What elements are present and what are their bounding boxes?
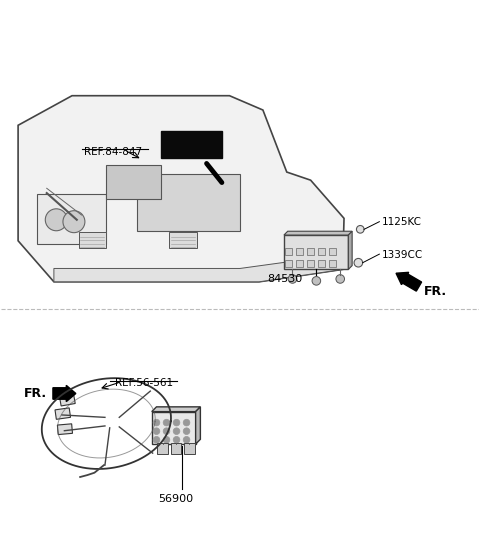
Bar — [296, 248, 303, 255]
FancyBboxPatch shape — [58, 424, 72, 435]
Bar — [79, 232, 107, 249]
Bar — [296, 260, 303, 267]
Circle shape — [153, 428, 160, 435]
Circle shape — [183, 436, 190, 443]
Circle shape — [288, 275, 297, 283]
Circle shape — [153, 419, 160, 426]
Circle shape — [45, 209, 67, 231]
Bar — [329, 260, 336, 267]
FancyBboxPatch shape — [55, 408, 71, 419]
Bar — [285, 260, 292, 267]
Bar — [307, 260, 314, 267]
Circle shape — [153, 436, 160, 443]
Circle shape — [357, 226, 364, 233]
Text: REF.56-561: REF.56-561 — [116, 378, 174, 388]
Bar — [307, 248, 314, 255]
Polygon shape — [161, 131, 222, 158]
Circle shape — [183, 428, 190, 435]
Bar — [107, 165, 161, 199]
Text: FR.: FR. — [24, 387, 48, 400]
Bar — [318, 248, 325, 255]
Polygon shape — [18, 96, 344, 282]
Bar — [329, 248, 336, 255]
Circle shape — [163, 428, 170, 435]
FancyArrow shape — [396, 272, 421, 291]
Text: 84530: 84530 — [268, 274, 303, 284]
Circle shape — [312, 276, 321, 285]
Circle shape — [354, 259, 363, 267]
Circle shape — [173, 436, 180, 443]
Polygon shape — [152, 411, 196, 444]
Bar — [184, 443, 195, 454]
Text: 56900: 56900 — [158, 494, 193, 504]
Text: FR.: FR. — [424, 285, 447, 298]
Circle shape — [336, 275, 345, 283]
Circle shape — [163, 436, 170, 443]
Circle shape — [183, 419, 190, 426]
Circle shape — [63, 211, 85, 232]
FancyBboxPatch shape — [60, 394, 75, 406]
Polygon shape — [137, 174, 240, 231]
Circle shape — [163, 419, 170, 426]
Text: 1125KC: 1125KC — [382, 217, 422, 227]
Polygon shape — [284, 235, 348, 270]
Circle shape — [173, 419, 180, 426]
Polygon shape — [348, 231, 352, 270]
Polygon shape — [54, 258, 343, 282]
Bar — [285, 248, 292, 255]
Text: 1339CC: 1339CC — [382, 250, 423, 260]
Bar — [157, 443, 168, 454]
Bar — [37, 193, 107, 244]
Bar — [169, 232, 197, 249]
Text: REF.84-847: REF.84-847 — [84, 147, 143, 157]
Bar — [171, 443, 181, 454]
Polygon shape — [152, 407, 200, 411]
Bar — [318, 260, 325, 267]
FancyArrow shape — [53, 385, 76, 401]
Polygon shape — [196, 407, 200, 444]
Polygon shape — [284, 231, 352, 235]
Circle shape — [173, 428, 180, 435]
